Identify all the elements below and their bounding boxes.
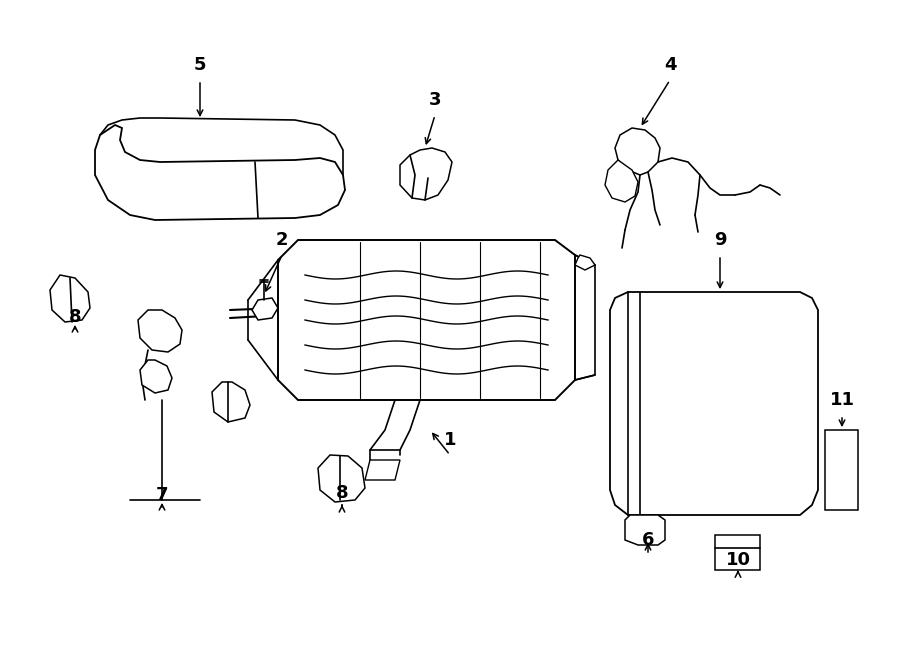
Polygon shape [95, 125, 345, 220]
Polygon shape [50, 275, 90, 322]
Text: 2: 2 [275, 231, 288, 249]
Polygon shape [318, 455, 365, 502]
Polygon shape [138, 310, 182, 352]
Text: 1: 1 [444, 431, 456, 449]
Polygon shape [212, 382, 250, 422]
Text: 6: 6 [642, 531, 654, 549]
Polygon shape [715, 535, 760, 570]
Polygon shape [400, 148, 452, 200]
Polygon shape [610, 292, 818, 515]
Text: 8: 8 [68, 308, 81, 326]
Polygon shape [365, 460, 400, 480]
Text: 10: 10 [725, 551, 751, 569]
Text: 8: 8 [336, 484, 348, 502]
Polygon shape [605, 160, 638, 202]
Text: 5: 5 [194, 56, 206, 74]
Polygon shape [278, 240, 575, 400]
Text: 4: 4 [664, 56, 676, 74]
Polygon shape [615, 128, 660, 175]
Polygon shape [252, 298, 278, 320]
Text: 11: 11 [830, 391, 854, 409]
Text: 3: 3 [428, 91, 441, 109]
Text: 9: 9 [714, 231, 726, 249]
Polygon shape [825, 430, 858, 510]
Polygon shape [625, 515, 665, 545]
Polygon shape [140, 360, 172, 393]
Text: 7: 7 [156, 486, 168, 504]
Polygon shape [575, 255, 595, 270]
